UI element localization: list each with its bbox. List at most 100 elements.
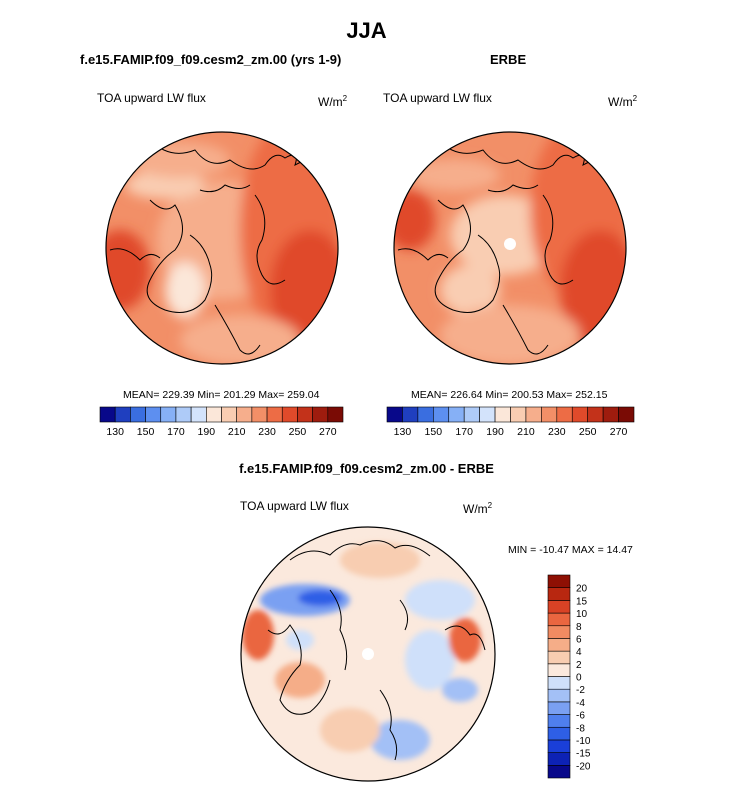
colorbar-1-swatch (190, 406, 207, 423)
colorbar-2-tick-label: 230 (548, 426, 566, 438)
map-3-pole-mask (362, 648, 374, 660)
colorbar-3-tick-label: 4 (576, 647, 582, 658)
colorbar-3-swatch (547, 650, 571, 665)
colorbar-1: 130 150 170 190 210 230 250 270 (99, 406, 344, 438)
colorbar-2-tick-label: 170 (455, 426, 473, 438)
colorbar-3-tick-label: -8 (576, 723, 585, 734)
panel-3-stats: MIN = -10.47 MAX = 14.47 (508, 544, 633, 556)
colorbar-3-swatch (547, 600, 571, 614)
colorbar-2-tick-label: 270 (610, 426, 628, 438)
colorbar-3-tick-label: 20 (576, 584, 588, 595)
colorbar-2-swatch (618, 406, 635, 423)
colorbar-3-tick-label: -4 (576, 698, 585, 709)
colorbar-1-tick-label: 170 (167, 426, 185, 438)
colorbar-2-swatch (541, 406, 558, 423)
map-1-field (106, 132, 338, 364)
colorbar-2-tick-label: 250 (579, 426, 597, 438)
colorbar-2-tick-label: 190 (486, 426, 504, 438)
colorbar-3-tick-label: 6 (576, 634, 582, 645)
colorbar-2-tick-label: 130 (394, 426, 412, 438)
colorbar-2-swatch (571, 406, 588, 423)
colorbar-3-tick-label: 0 (576, 673, 582, 684)
colorbar-3-tick-label: 8 (576, 622, 582, 633)
panel-2-stats: MEAN= 226.64 Min= 200.53 Max= 252.15 (411, 389, 608, 401)
colorbar-3-swatch (547, 752, 571, 766)
panel-1-stats: MEAN= 229.39 Min= 201.29 Max= 259.04 (123, 389, 320, 401)
colorbar-1-tick-label: 190 (198, 426, 216, 438)
colorbar-1-tick-label: 150 (137, 426, 155, 438)
colorbar-3-swatch (547, 612, 571, 627)
map-3-coastlines (267, 540, 486, 761)
colorbar-2-swatch (510, 406, 527, 423)
colorbar-3-tick-label: 10 (576, 609, 588, 620)
panel-1-header: f.e15.FAMIP.f09_f09.cesm2_zm.00 (yrs 1-9… (80, 52, 342, 67)
map-2-coastlines (397, 139, 609, 355)
colorbar-3-swatch (547, 765, 571, 779)
colorbar-3-tick-label: 15 (576, 596, 588, 607)
page-title: JJA (346, 18, 387, 43)
colorbar-3-tick-label: -20 (576, 761, 591, 772)
colorbar-1-swatch (99, 406, 116, 423)
colorbar-1-swatch (206, 406, 222, 423)
colorbar-1-swatch (327, 406, 344, 423)
colorbar-3-swatch (547, 574, 571, 588)
colorbar-2-tick-label: 150 (425, 426, 443, 438)
map-3-boundary (240, 526, 496, 782)
colorbar-1-swatch (145, 406, 162, 423)
colorbar-1-swatch (297, 406, 313, 423)
colorbar-3-tick-label: -6 (576, 711, 585, 722)
colorbar-3-swatch (547, 587, 571, 601)
colorbar-2-swatch (448, 406, 465, 423)
colorbar-3-tick-label: 2 (576, 660, 582, 671)
colorbar-1-tick-label: 230 (258, 426, 276, 438)
map-2-boundary (393, 131, 627, 365)
colorbar-2-swatch (494, 406, 511, 423)
colorbar-3-tick-label: -15 (576, 749, 591, 760)
colorbar-2-swatch (433, 406, 450, 423)
map-1-coastlines (109, 139, 321, 355)
colorbar-1-swatch (130, 406, 146, 423)
colorbar-1-swatch (251, 406, 268, 423)
colorbar-1-swatch (114, 406, 131, 423)
colorbar-3-swatch (547, 739, 571, 753)
colorbar-2-swatch (602, 406, 619, 423)
panel-1-units: W/m2 (318, 94, 348, 109)
colorbar-2-swatch (386, 406, 403, 423)
colorbar-1-tick-label: 210 (228, 426, 246, 438)
panel-3-units: W/m2 (463, 501, 493, 516)
colorbar-3-swatch (547, 688, 571, 703)
panel-1-variable-label: TOA upward LW flux (97, 91, 206, 105)
colorbar-2-swatch (402, 406, 419, 423)
colorbar-3-swatch (547, 714, 571, 728)
map-1 (105, 131, 339, 365)
panel-3-header: f.e15.FAMIP.f09_f09.cesm2_zm.00 - ERBE (239, 461, 494, 476)
colorbar-1-swatch (221, 406, 237, 423)
panel-2-header: ERBE (490, 52, 527, 67)
colorbar-1-tick-label: 270 (319, 426, 337, 438)
colorbar-3-swatch (547, 726, 571, 741)
panel-3-variable-label: TOA upward LW flux (240, 499, 349, 513)
colorbar-2-swatch (525, 406, 542, 423)
colorbar-3-tick-label: -2 (576, 685, 585, 696)
colorbar-2-tick-label: 210 (517, 426, 535, 438)
colorbar-2: 130 150 170 190 210 230 250 270 (386, 406, 635, 438)
map-1-boundary (105, 131, 339, 365)
colorbar-1-swatch (236, 406, 253, 423)
map-3-field (241, 527, 495, 781)
colorbar-3-swatch (547, 638, 571, 652)
colorbar-1-swatch (175, 406, 192, 423)
colorbar-3-swatch (547, 663, 571, 677)
panel-2-units: W/m2 (608, 94, 638, 109)
map-2-field (394, 132, 626, 364)
colorbar-1-swatch (266, 406, 283, 423)
colorbar-3-swatch (547, 676, 571, 690)
colorbar-1-swatch (281, 406, 298, 423)
colorbar-3-tick-label: -10 (576, 736, 591, 747)
colorbar-2-swatch (479, 406, 496, 423)
colorbar-1-swatch (312, 406, 329, 423)
colorbar-2-swatch (417, 406, 434, 423)
map-2-pole-mask (504, 238, 516, 250)
colorbar-1-swatch (160, 406, 177, 423)
